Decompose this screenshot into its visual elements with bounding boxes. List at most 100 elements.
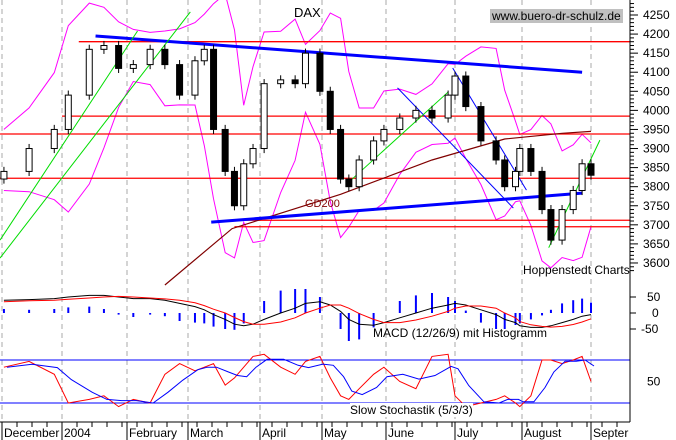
candle-body — [412, 109, 420, 119]
candle-body — [396, 117, 404, 130]
month-label-6: June — [388, 426, 414, 440]
candle-body — [210, 48, 218, 130]
candle-body — [64, 94, 72, 130]
candle-body — [451, 75, 459, 96]
bollinger-lower — [3, 80, 592, 269]
candle-body — [337, 128, 345, 180]
price-tick-label: 3850 — [643, 161, 670, 175]
trendlines — [0, 11, 601, 259]
candle-body — [380, 128, 388, 142]
price-tick-label: 4000 — [643, 103, 670, 117]
candle-body — [547, 209, 555, 241]
candle-body — [462, 75, 470, 108]
candle-body — [176, 64, 184, 96]
gd200-label: GD200 — [305, 198, 340, 210]
candle-body — [221, 128, 229, 172]
candle-body — [291, 79, 299, 85]
macd-tick-label: 0 — [652, 306, 659, 320]
month-gridlines — [1, 0, 592, 422]
candle-body — [558, 209, 566, 241]
candle-body — [428, 109, 436, 119]
candle-body — [85, 48, 93, 96]
price-tick-label: 3800 — [643, 180, 670, 194]
candle-body — [501, 159, 509, 188]
candle-body — [477, 106, 485, 142]
price-tick-label: 3700 — [643, 218, 670, 232]
candle-body — [249, 148, 257, 165]
candle-body — [569, 189, 577, 211]
price-tick-label: 4100 — [643, 65, 670, 79]
candle-body — [161, 48, 169, 66]
candle-body — [538, 170, 546, 211]
trendline-5 — [0, 30, 138, 241]
trendline-2 — [397, 87, 514, 209]
credit-label: Hoppenstedt Charts — [523, 263, 630, 277]
candle-body — [587, 163, 595, 176]
candle-body — [25, 148, 33, 172]
macd-panel — [2, 289, 592, 341]
gd200-line — [164, 130, 592, 286]
candle-body — [191, 60, 199, 96]
chart-title: DAX — [294, 5, 321, 20]
trendline-0 — [95, 34, 583, 74]
macd-signal-line — [3, 295, 592, 328]
stochastic-tick-label: 50 — [647, 375, 661, 389]
price-tick-label: 4250 — [643, 8, 670, 22]
candle-body — [512, 170, 520, 188]
candle-body — [527, 148, 535, 172]
candle-body — [129, 64, 137, 69]
candle-body — [0, 170, 8, 180]
month-label-2: February — [129, 426, 177, 440]
candle-body — [326, 90, 334, 130]
candlesticks — [0, 40, 595, 245]
stochastic-panel — [0, 353, 630, 408]
candle-body — [115, 45, 123, 69]
month-label-0: December — [4, 426, 59, 440]
candle-body — [100, 45, 108, 50]
month-label-5: May — [324, 426, 347, 440]
stochastic-k-line — [3, 353, 592, 408]
price-tick-label: 4150 — [643, 46, 670, 60]
candle-body — [492, 140, 500, 161]
candle-body — [355, 159, 363, 188]
price-tick-label: 3950 — [643, 122, 670, 136]
candle-body — [316, 52, 324, 92]
stochastic-d-line — [6, 358, 595, 404]
month-label-9: Septer — [593, 426, 628, 440]
candle-body — [578, 163, 586, 191]
trendline-4 — [0, 11, 191, 259]
bollinger-upper — [3, 0, 592, 152]
candle-body — [444, 94, 452, 119]
price-tick-label: 3750 — [643, 199, 670, 213]
stochastic-label: Slow Stochastik (5/3/3) — [350, 403, 473, 417]
candle-body — [301, 52, 309, 85]
gd200-line — [164, 130, 592, 286]
macd-label: MACD (12/26/9) mit Histogramm — [373, 326, 548, 340]
macd-tick-label: 50 — [647, 290, 661, 304]
source-url: www.buero-dr-schulz.de — [490, 9, 623, 23]
price-tick-label: 3900 — [643, 142, 670, 156]
trendline-6 — [350, 91, 449, 181]
bollinger-bands — [3, 0, 592, 269]
candle-body — [240, 163, 248, 207]
month-label-3: March — [190, 426, 223, 440]
candle-body — [200, 48, 208, 62]
macd-line — [3, 294, 592, 328]
candle-body — [345, 178, 353, 188]
price-tick-label: 4050 — [643, 84, 670, 98]
price-tick-label: 3600 — [643, 256, 670, 270]
trendline-1 — [211, 191, 583, 224]
candle-body — [230, 170, 238, 207]
month-label-1: 2004 — [64, 426, 91, 440]
month-label-8: August — [524, 426, 562, 440]
candle-body — [146, 48, 154, 66]
macd-tick-label: -50 — [641, 322, 659, 336]
price-tick-label: 3650 — [643, 237, 670, 251]
price-tick-label: 4200 — [643, 27, 670, 41]
candle-body — [50, 128, 58, 150]
candle-body — [516, 148, 524, 172]
candle-body — [370, 140, 378, 161]
candle-body — [260, 83, 268, 150]
